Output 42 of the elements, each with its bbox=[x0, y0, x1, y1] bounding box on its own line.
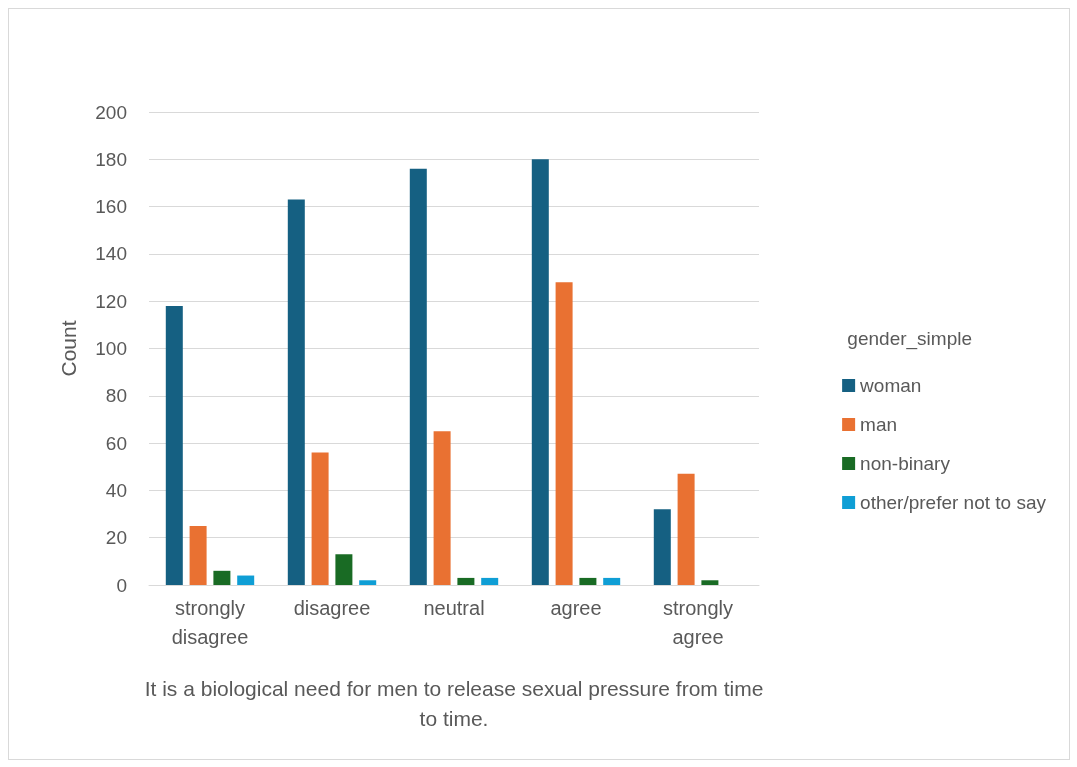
y-tick-label: 0 bbox=[116, 574, 127, 596]
bar bbox=[555, 282, 573, 585]
bar bbox=[433, 431, 451, 585]
y-tick-label: 20 bbox=[105, 527, 127, 549]
x-tick-label: neutral bbox=[423, 596, 485, 619]
x-tick-label: agree bbox=[550, 596, 602, 619]
y-tick-label: 80 bbox=[105, 385, 127, 407]
bar bbox=[603, 577, 621, 585]
legend-label: woman bbox=[859, 375, 922, 396]
bar bbox=[311, 452, 329, 585]
y-tick-label: 100 bbox=[95, 338, 127, 359]
y-tick-label: 60 bbox=[105, 432, 127, 454]
legend-title: gender_simple bbox=[847, 328, 973, 350]
y-tick-label: 140 bbox=[95, 243, 127, 265]
bar bbox=[481, 577, 499, 585]
bar bbox=[457, 577, 475, 585]
bar bbox=[237, 575, 255, 585]
y-tick-label: 40 bbox=[105, 479, 127, 501]
y-axis-title: Count bbox=[57, 320, 80, 377]
legend-label: non-binary bbox=[860, 453, 951, 474]
y-tick-label: 120 bbox=[95, 290, 127, 312]
bar bbox=[189, 525, 207, 585]
bar bbox=[165, 305, 183, 585]
bar bbox=[409, 168, 427, 585]
legend-label: other/prefer not to say bbox=[860, 492, 1047, 513]
bar bbox=[701, 580, 719, 585]
y-tick-label: 200 bbox=[95, 101, 127, 123]
bar bbox=[213, 570, 231, 585]
x-axis-title: It is a biological need for men to release sexual pressure from time to time. bbox=[144, 676, 764, 730]
bar bbox=[677, 473, 695, 585]
bar bbox=[531, 159, 549, 585]
x-tick-label: strongly agree bbox=[662, 596, 734, 648]
bar bbox=[579, 577, 597, 585]
y-tick-label: 180 bbox=[95, 148, 127, 170]
bar bbox=[335, 554, 353, 585]
x-tick-label: strongly disagree bbox=[171, 596, 249, 648]
x-tick-label: disagree bbox=[293, 596, 371, 619]
bar bbox=[359, 580, 377, 585]
legend-label: man bbox=[860, 414, 898, 435]
y-tick-label: 160 bbox=[95, 196, 127, 218]
bar bbox=[287, 199, 305, 585]
bar bbox=[653, 509, 671, 585]
